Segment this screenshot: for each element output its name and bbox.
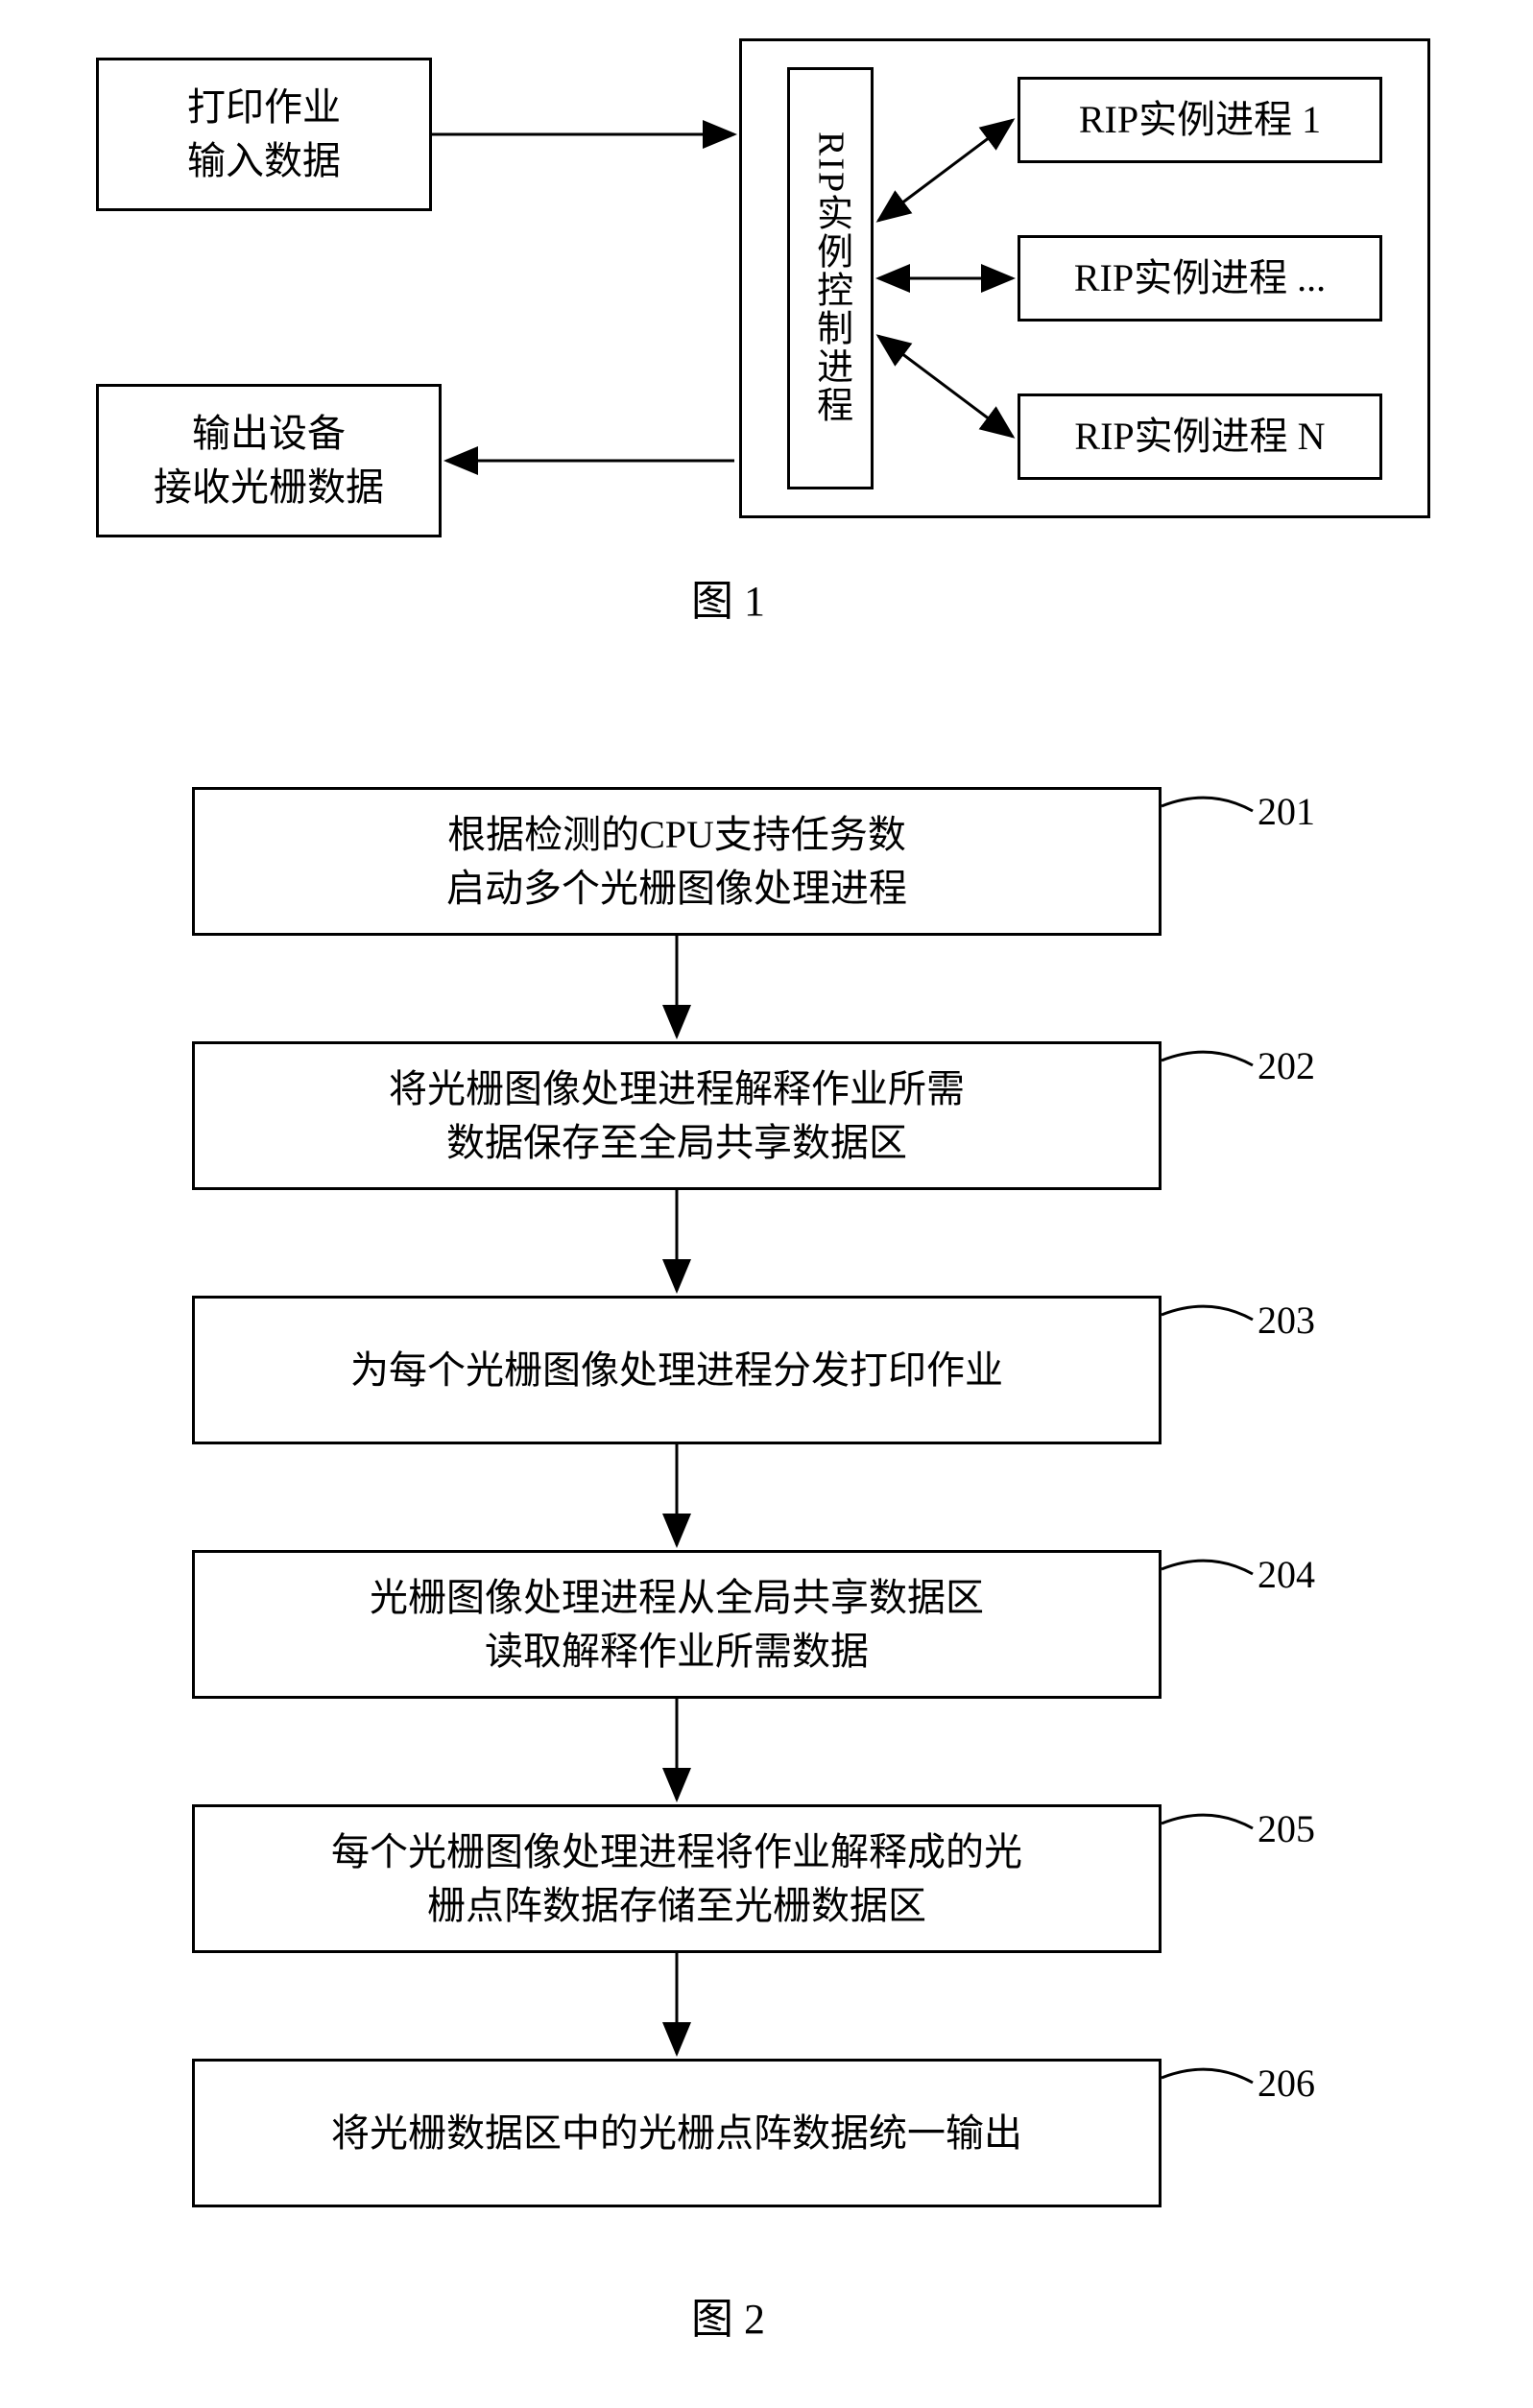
input-line2: 输入数据	[187, 134, 341, 188]
output-line2: 接收光栅数据	[154, 461, 384, 514]
output-box: 输出设备 接收光栅数据	[96, 384, 442, 537]
input-box: 打印作业 输入数据	[96, 58, 432, 211]
step-205-line1: 每个光栅图像处理进程将作业解释成的光	[331, 1825, 1022, 1879]
step-206-box: 将光栅数据区中的光栅点阵数据统一输出	[192, 2059, 1162, 2207]
step-201-line2: 启动多个光栅图像处理进程	[446, 862, 907, 916]
step-204-line1: 光栅图像处理进程从全局共享数据区	[370, 1571, 984, 1625]
step-203-label: 203	[1258, 1298, 1315, 1343]
step-201-label: 201	[1258, 789, 1315, 834]
instance-1-text: RIP实例进程 1	[1079, 93, 1321, 147]
controller-text: RIP实例控制进程	[804, 131, 855, 424]
input-line1: 打印作业	[187, 81, 341, 134]
step-205-label: 205	[1258, 1806, 1315, 1851]
step-204-line2: 读取解释作业所需数据	[485, 1625, 869, 1679]
step-202-box: 将光栅图像处理进程解释作业所需数据保存至全局共享数据区	[192, 1041, 1162, 1190]
step-201-box: 根据检测的CPU支持任务数启动多个光栅图像处理进程	[192, 787, 1162, 936]
step-206-label: 206	[1258, 2061, 1315, 2106]
step-204-box: 光栅图像处理进程从全局共享数据区读取解释作业所需数据	[192, 1550, 1162, 1699]
instance-3-box: RIP实例进程 N	[1018, 393, 1382, 480]
instance-1-box: RIP实例进程 1	[1018, 77, 1382, 163]
step-202-line1: 将光栅图像处理进程解释作业所需	[389, 1062, 965, 1116]
instance-2-text: RIP实例进程 ...	[1074, 251, 1326, 305]
step-203-box: 为每个光栅图像处理进程分发打印作业	[192, 1296, 1162, 1444]
figure-2-caption: 图 2	[691, 2284, 765, 2346]
instance-3-text: RIP实例进程 N	[1074, 410, 1325, 464]
step-201-line1: 根据检测的CPU支持任务数	[447, 808, 906, 862]
step-202-label: 202	[1258, 1043, 1315, 1088]
instance-2-box: RIP实例进程 ...	[1018, 235, 1382, 322]
figure-1-caption: 图 1	[691, 566, 765, 628]
step-203-line1: 为每个光栅图像处理进程分发打印作业	[350, 1344, 1003, 1397]
step-202-line2: 数据保存至全局共享数据区	[446, 1116, 907, 1170]
step-206-line1: 将光栅数据区中的光栅点阵数据统一输出	[331, 2107, 1022, 2160]
step-205-line2: 栅点阵数据存储至光栅数据区	[427, 1879, 926, 1933]
output-line1: 输出设备	[192, 407, 346, 461]
step-205-box: 每个光栅图像处理进程将作业解释成的光栅点阵数据存储至光栅数据区	[192, 1804, 1162, 1953]
step-204-label: 204	[1258, 1552, 1315, 1597]
controller-box: RIP实例控制进程	[787, 67, 874, 489]
